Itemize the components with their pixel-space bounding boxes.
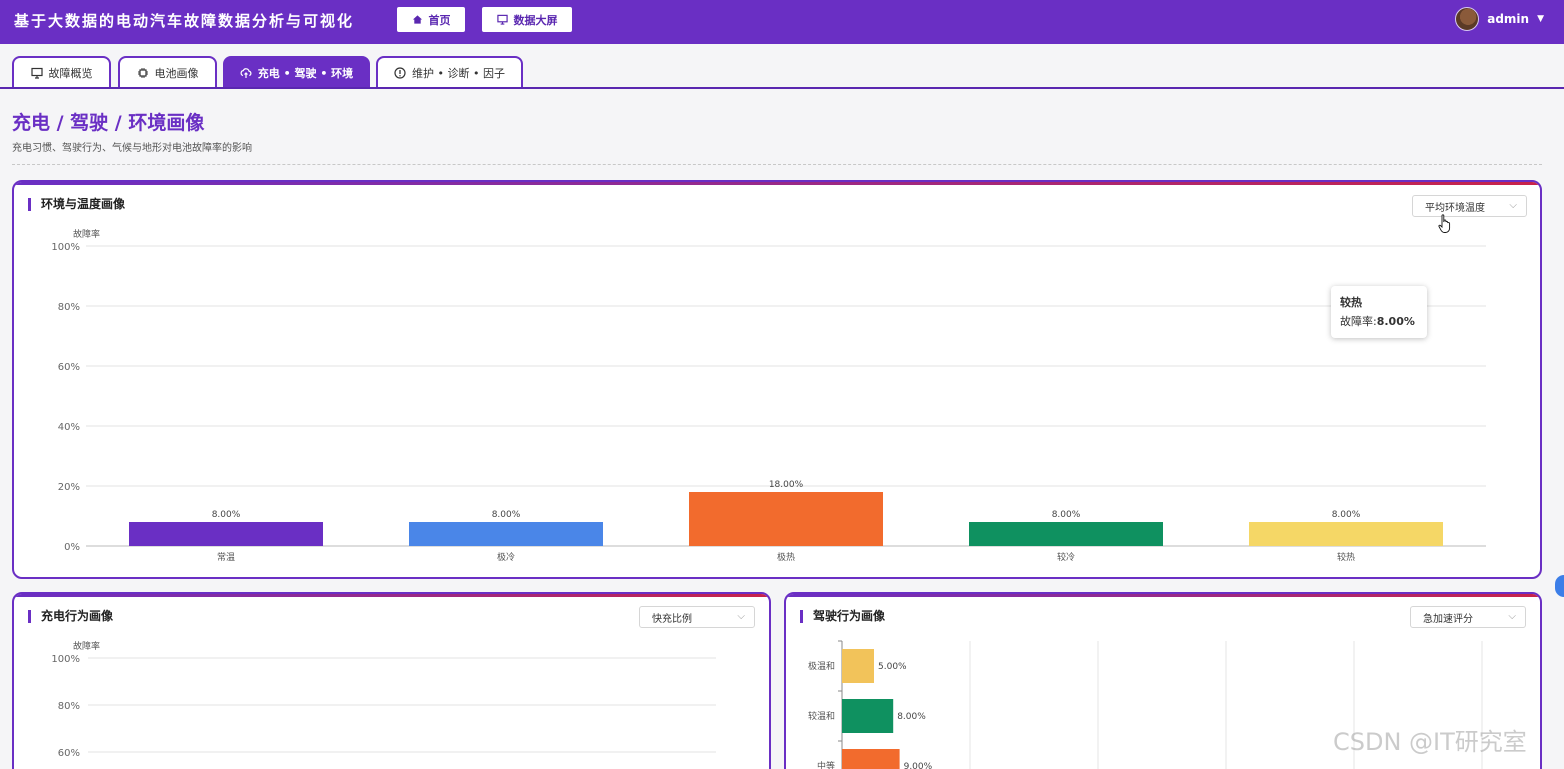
y-tick-label: 40% [58,422,80,433]
tab-label: 电池画像 [154,67,199,80]
y-tick-label: 80% [58,302,80,313]
select-value: 平均环境温度 [1425,202,1485,214]
bar-value-label: 18.00% [769,480,804,490]
dashboard-label: 数据大屏 [513,13,558,27]
bar-value-label: 8.00% [1052,510,1081,520]
charging-metric-select[interactable]: 快充比例 ⌵ [639,606,755,628]
y-axis-title: 故障率 [73,228,100,240]
monitor-icon [30,67,43,79]
x-tick-label: 较冷 [1057,551,1075,563]
card-title: 环境与温度画像 [28,198,125,211]
card-title: 驾驶行为画像 [800,610,885,623]
tab-label: 充电 • 驾驶 • 环境 [257,67,354,80]
tooltip-title: 较热 [1340,296,1362,309]
divider [12,164,1542,165]
page-subtitle: 充电习惯、驾驶行为、气候与地形对电池故障率的影响 [12,143,252,154]
card-title: 充电行为画像 [28,610,113,623]
bar [409,522,603,546]
y-tick-label: 100% [51,654,80,665]
tab-fault-overview[interactable]: 故障概览 [12,56,111,88]
bar [842,749,900,769]
top-navbar: 基于大数据的电动汽车故障数据分析与可视化 首页 数据大屏 admin ▼ [0,0,1564,44]
y-tick-label: 80% [58,701,80,712]
user-name: admin [1487,12,1530,26]
tab-charging-driving-environment[interactable]: 充电 • 驾驶 • 环境 [223,56,370,88]
x-tick-label: 极冷 [497,551,515,563]
select-value: 急加速评分 [1423,613,1473,625]
bar-value-label: 9.00% [904,762,933,769]
y-category-label: 中等 [817,760,835,769]
y-category-label: 较温和 [808,710,835,722]
home-label: 首页 [428,13,451,27]
bar [1249,522,1443,546]
driving-behavior-card: 驾驶行为画像 急加速评分 ⌵ [784,592,1542,769]
alert-circle-icon [394,67,406,79]
floating-side-button[interactable] [1555,575,1564,597]
home-button[interactable]: 首页 [397,7,465,32]
dashboard-button[interactable]: 数据大屏 [482,7,572,32]
page-title: 充电 / 驾驶 / 环境画像 [12,112,205,134]
bar-value-label: 8.00% [1332,510,1361,520]
bar-value-label: 5.00% [878,662,907,672]
cloud-upload-icon [240,68,252,78]
y-tick-label: 100% [51,242,80,253]
y-tick-label: 60% [58,748,80,759]
tab-label: 故障概览 [48,67,93,80]
chevron-down-icon: ⌵ [1508,611,1516,622]
driving-metric-select[interactable]: 急加速评分 ⌵ [1410,606,1526,628]
charging-behavior-card: 充电行为画像 快充比例 ⌵ [12,592,771,769]
chevron-down-icon: ⌵ [737,611,745,622]
bar [842,649,874,683]
bar-value-label: 8.00% [492,510,521,520]
user-menu[interactable]: admin ▼ [1455,7,1544,31]
tooltip-label: 故障率: [1340,315,1377,328]
bar-value-label: 8.00% [897,712,926,722]
avatar [1455,7,1480,31]
y-axis-title: 故障率 [73,640,100,652]
bar-value-label: 8.00% [212,510,241,520]
y-tick-label: 60% [58,362,80,373]
y-tick-label: 0% [64,542,80,553]
select-value: 快充比例 [652,613,692,625]
chip-icon [137,68,148,78]
tab-label: 维护 • 诊断 • 因子 [412,67,505,80]
bar [129,522,323,546]
tooltip-value: 8.00% [1376,315,1415,328]
bar [689,492,883,546]
x-tick-label: 常温 [217,551,235,563]
bar [842,699,894,733]
x-tick-label: 较热 [1337,551,1355,563]
caret-down-icon: ▼ [1537,14,1544,24]
app-title: 基于大数据的电动汽车故障数据分析与可视化 [14,12,355,30]
hand-cursor-icon [1438,214,1451,233]
x-tick-label: 极热 [777,551,795,563]
watermark: CSDN @IT研究室 [1333,728,1527,756]
environment-metric-select[interactable]: 平均环境温度 ⌵ [1412,195,1527,217]
tab-battery-profile[interactable]: 电池画像 [118,56,217,88]
monitor-icon [496,14,508,25]
y-category-label: 极温和 [808,660,835,672]
tab-maintenance-diagnosis-factors[interactable]: 维护 • 诊断 • 因子 [376,56,523,88]
chart-tooltip: 较热 故障率:8.00% [1331,286,1427,338]
y-tick-label: 20% [58,482,80,493]
chevron-down-icon: ⌵ [1509,200,1517,211]
home-icon [412,15,422,24]
tabs-underline [0,87,1564,89]
bar [969,522,1163,546]
